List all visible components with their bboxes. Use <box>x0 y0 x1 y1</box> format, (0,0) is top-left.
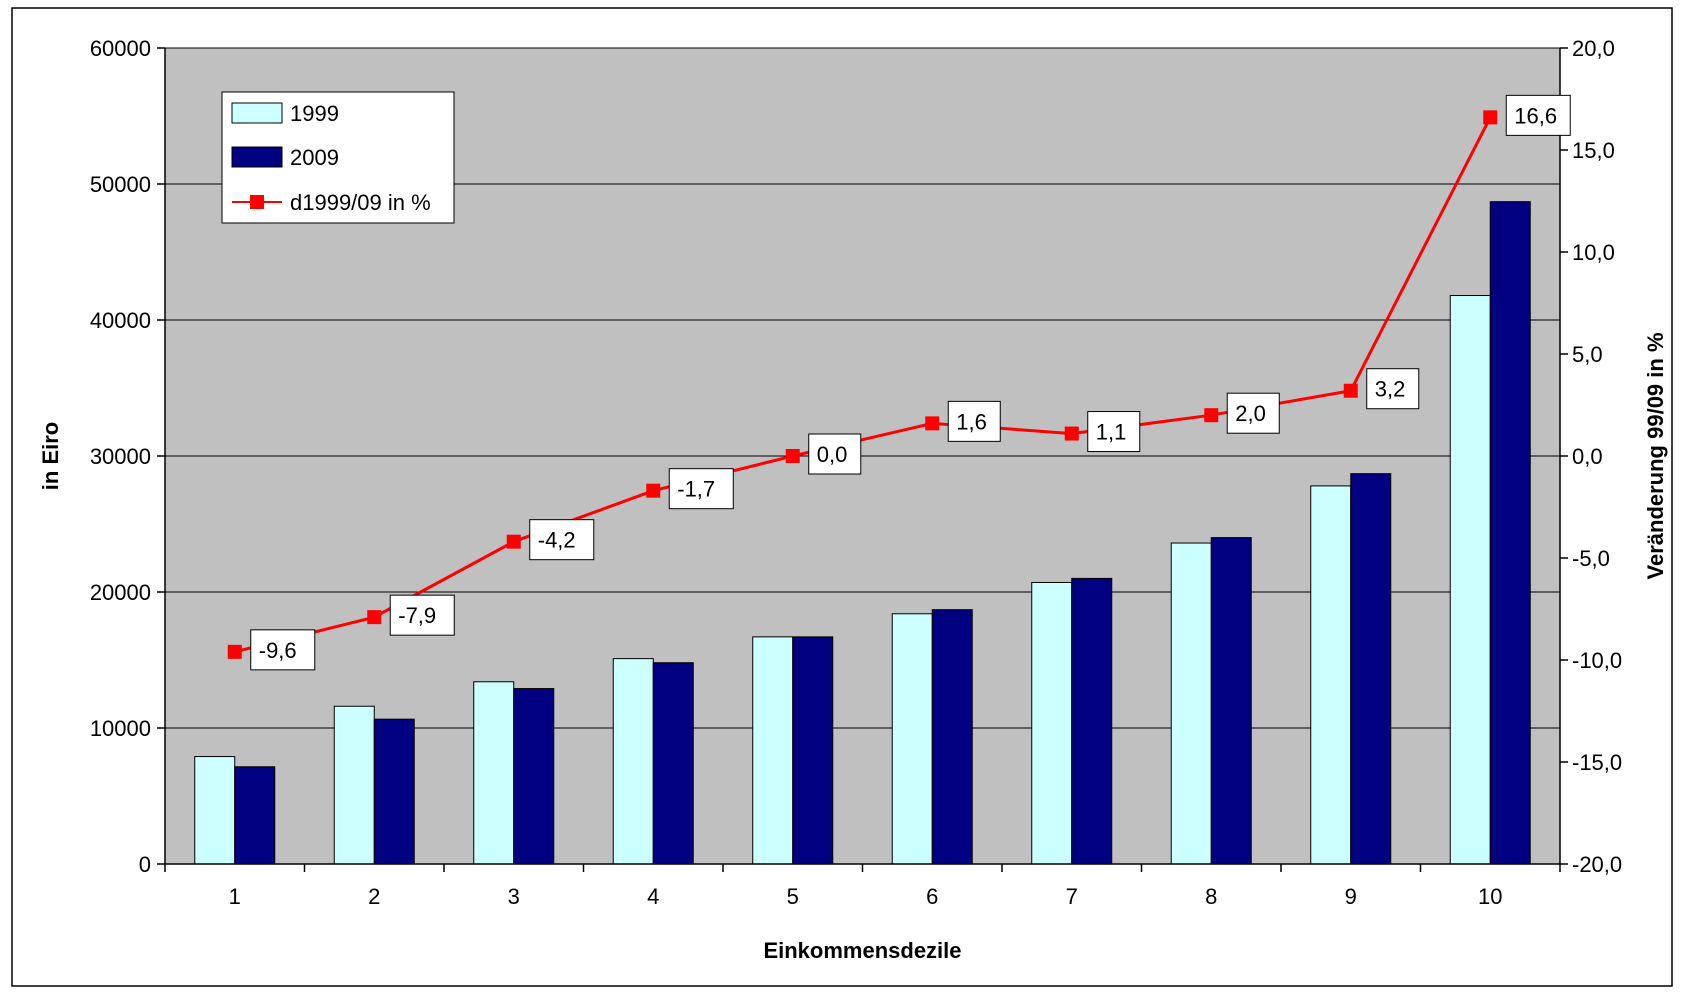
data-label-box <box>1087 411 1141 453</box>
bar-1999-4 <box>612 658 654 865</box>
bar-2009-10 <box>1489 201 1531 865</box>
data-label-box <box>1226 392 1280 434</box>
left-axis-ticks: 0 10000 20000 30000 40000 50000 60000 <box>90 36 165 877</box>
x-tick-label: 1 <box>229 884 241 909</box>
left-tick-label: 40000 <box>90 308 151 333</box>
data-label-box <box>808 433 862 475</box>
legend-label-change: d1999/09 in % <box>290 190 431 215</box>
legend-marker-change <box>250 195 264 209</box>
marker-change-10 <box>1483 110 1498 125</box>
left-tick-label: 60000 <box>90 36 151 61</box>
legend-label-2009: 2009 <box>290 145 339 170</box>
legend-swatch-2009 <box>231 146 283 168</box>
bar-1999-3 <box>473 681 515 865</box>
bar-1999-2 <box>333 705 375 865</box>
data-label: -9,6 <box>259 638 297 663</box>
bar-1999-7 <box>1031 581 1073 865</box>
data-label-box <box>250 629 316 671</box>
left-tick-label: 0 <box>139 852 151 877</box>
bar-2009-9 <box>1350 473 1392 865</box>
data-label: 1,6 <box>956 409 987 434</box>
data-label: -1,7 <box>677 477 715 502</box>
marker-change-6 <box>925 416 940 431</box>
bar-2009-1 <box>234 766 276 865</box>
legend-label-1999: 1999 <box>290 101 339 126</box>
x-axis-title: Einkommensdezile <box>763 938 961 963</box>
marker-change-9 <box>1343 383 1358 398</box>
x-tick-label: 10 <box>1478 884 1502 909</box>
left-tick-label: 10000 <box>90 716 151 741</box>
bar-1999-10 <box>1449 295 1491 865</box>
bar-2009-6 <box>931 609 973 865</box>
data-label-box <box>1505 94 1571 136</box>
right-tick-label: 5,0 <box>1572 342 1603 367</box>
legend-swatch-1999 <box>231 102 283 124</box>
bar-2009-8 <box>1210 537 1252 865</box>
left-tick-label: 50000 <box>90 172 151 197</box>
data-label-box <box>389 594 455 636</box>
legend: 1999 2009 d1999/09 in % <box>221 91 455 224</box>
data-label: 16,6 <box>1514 103 1557 128</box>
data-label-box <box>1366 368 1420 410</box>
x-tick-label: 8 <box>1205 884 1217 909</box>
right-axis-ticks: -20,0 -15,0 -10,0 -5,0 0,0 5,0 10,0 15,0 20,0 <box>1560 36 1622 877</box>
x-tick-label: 5 <box>787 884 799 909</box>
line-change-percent <box>234 116 1492 654</box>
y-axis-title: in Eiro <box>38 422 63 490</box>
right-tick-label: 10,0 <box>1572 240 1615 265</box>
x-tick-label: 6 <box>926 884 938 909</box>
right-tick-label: 20,0 <box>1572 36 1615 61</box>
bar-2009-3 <box>513 688 555 865</box>
x-tick-label: 2 <box>368 884 380 909</box>
marker-change-1 <box>227 644 242 659</box>
x-tick-label: 4 <box>647 884 659 909</box>
data-label-box <box>668 468 734 510</box>
data-label-box <box>529 519 595 561</box>
data-label: 1,1 <box>1096 420 1127 445</box>
bar-1999-8 <box>1170 542 1212 865</box>
marker-change-7 <box>1064 426 1079 441</box>
x-tick-label: 9 <box>1345 884 1357 909</box>
right-tick-label: -20,0 <box>1572 852 1622 877</box>
left-tick-label: 30000 <box>90 444 151 469</box>
bar-1999-9 <box>1310 485 1352 865</box>
bars <box>194 201 1531 865</box>
bar-1999-6 <box>891 613 933 865</box>
marker-change-4 <box>646 483 661 498</box>
data-label: -4,2 <box>538 528 576 553</box>
right-tick-label: -5,0 <box>1572 546 1610 571</box>
right-tick-label: -15,0 <box>1572 750 1622 775</box>
data-label: 2,0 <box>1235 401 1266 426</box>
bar-2009-4 <box>652 662 694 865</box>
line-series <box>227 110 1498 659</box>
data-label-box <box>947 400 1001 442</box>
data-label: -7,9 <box>398 603 436 628</box>
bar-2009-5 <box>792 636 834 865</box>
marker-change-5 <box>785 449 800 463</box>
right-tick-label: 0,0 <box>1572 444 1603 469</box>
data-label: 3,2 <box>1375 377 1406 402</box>
data-labels: -9,6 -7,9 -4,2 -1,7 0,0 1,6 1,1 2,0 3,2 16,6 <box>250 94 1571 671</box>
bar-1999-5 <box>752 636 794 865</box>
marker-change-2 <box>367 610 382 625</box>
data-label: 0,0 <box>817 442 848 467</box>
x-axis-ticks: 1 2 3 4 5 6 7 8 9 10 <box>164 864 1561 909</box>
right-tick-label: 15,0 <box>1572 138 1615 163</box>
x-tick-label: 7 <box>1066 884 1078 909</box>
right-tick-label: -10,0 <box>1572 648 1622 673</box>
left-tick-label: 20000 <box>90 580 151 605</box>
y2-axis-title: Veränderung 99/09 in % <box>1643 333 1668 580</box>
marker-change-8 <box>1204 408 1219 423</box>
x-tick-label: 3 <box>508 884 520 909</box>
bar-1999-1 <box>194 756 236 865</box>
bar-2009-7 <box>1071 577 1113 865</box>
marker-change-3 <box>506 534 521 549</box>
bar-2009-2 <box>373 718 415 865</box>
